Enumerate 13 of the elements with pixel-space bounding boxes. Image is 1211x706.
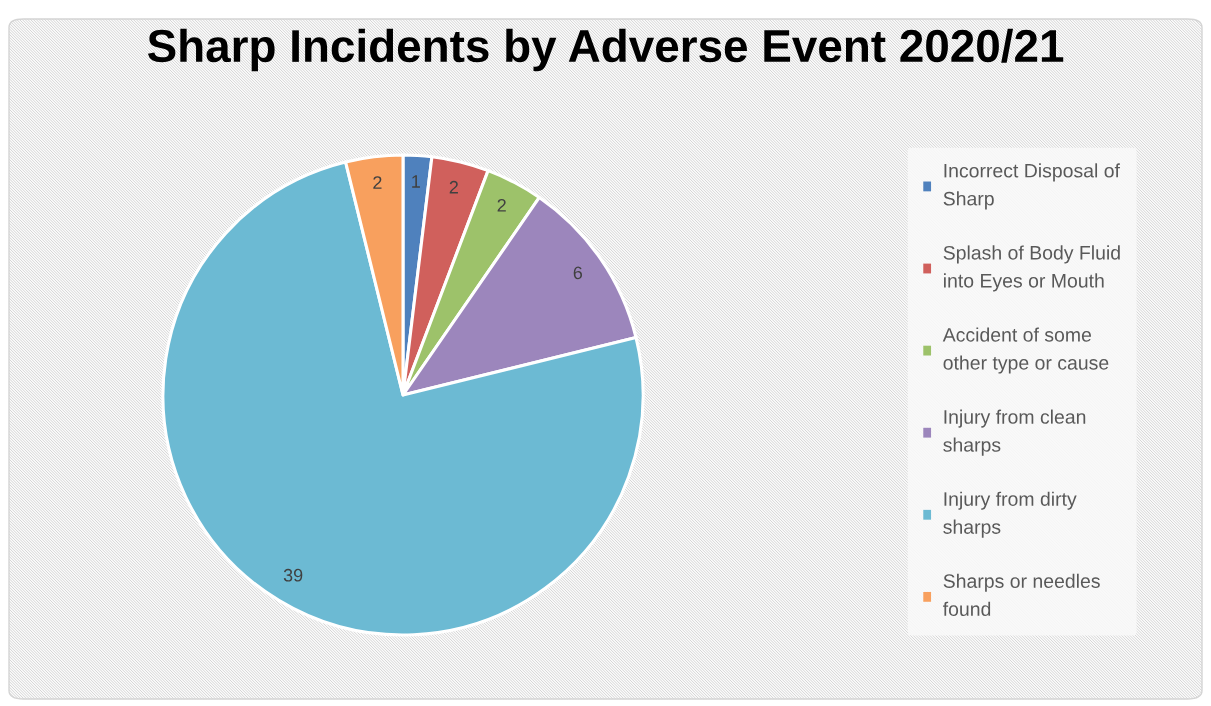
legend-label: Incorrect Disposal of Sharp <box>943 163 1120 210</box>
legend-label: Injury from clean sharps <box>943 409 1086 456</box>
chart-title: Sharp Incidents by Adverse Event 2020/21 <box>147 28 1064 72</box>
legend-label: Accident of some other type or cause <box>942 327 1109 374</box>
data-label: 39 <box>283 568 303 582</box>
legend-label: Injury from dirty sharps <box>943 491 1077 538</box>
data-label: 2 <box>373 176 382 189</box>
data-label: 2 <box>497 198 506 212</box>
data-label: 1 <box>412 175 420 188</box>
data-label: 2 <box>449 180 458 194</box>
legend-label: Splash of Body Fluid into Eyes or Mouth <box>943 245 1120 292</box>
data-label: 6 <box>573 266 583 280</box>
legend-label: Sharps or needles found <box>943 573 1100 616</box>
